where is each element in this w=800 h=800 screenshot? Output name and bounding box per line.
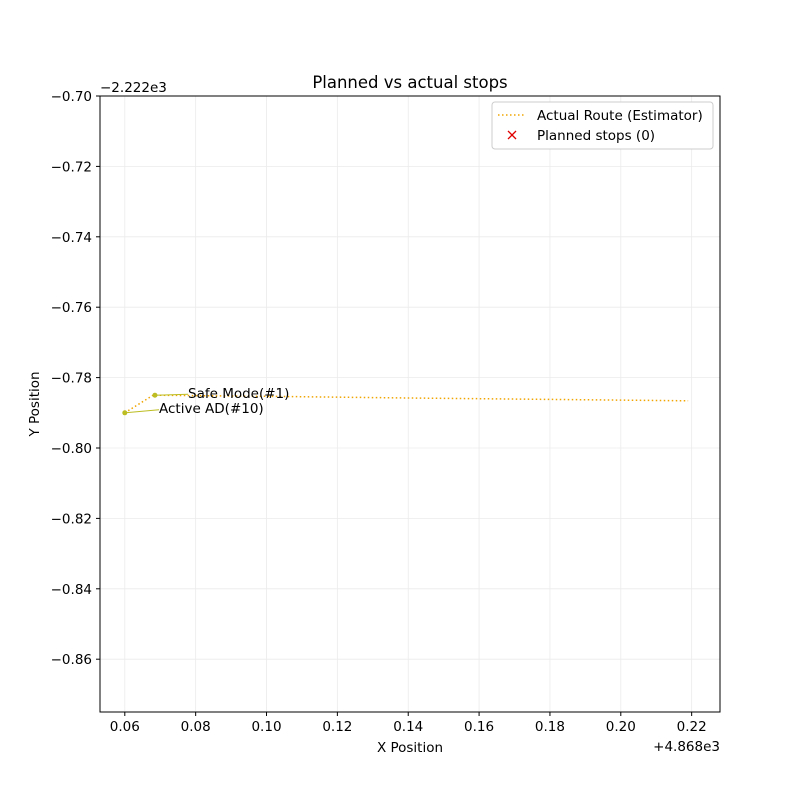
- y-tick-label: −0.80: [51, 441, 92, 457]
- plot-frame: [99, 95, 721, 713]
- legend-stops-label: Planned stops (0): [537, 128, 655, 144]
- y-tick-label: −0.78: [51, 371, 92, 387]
- y-offset-label: −2.222e3: [100, 80, 167, 96]
- annotation-point: [152, 392, 158, 398]
- series-line-actual-route: [124, 394, 689, 414]
- x-tick-label: 0.06: [110, 719, 140, 735]
- y-axis-label: Y Position: [27, 371, 43, 437]
- chart-title: Planned vs actual stops: [312, 73, 507, 92]
- x-tick-label: 0.10: [251, 719, 281, 735]
- legend: Actual Route (Estimator) Planned stops (…: [491, 101, 714, 150]
- x-tick-label: 0.14: [393, 719, 423, 735]
- x-tick-label: 0.18: [535, 719, 565, 735]
- y-tick-label: −0.84: [51, 582, 92, 598]
- y-tick-label: −0.86: [51, 652, 92, 668]
- y-tick-label: −0.70: [51, 89, 92, 105]
- legend-box: [491, 101, 714, 150]
- y-tick-label: −0.82: [51, 511, 92, 527]
- annotation-point: [122, 410, 128, 416]
- annotation-label: Safe Mode(#1): [188, 386, 289, 402]
- annotation-label: Active AD(#10): [159, 401, 264, 417]
- grid-layer: [100, 95, 720, 712]
- series-layer: [124, 394, 689, 414]
- legend-stops-marker: [507, 130, 517, 140]
- x-tick-layer: 0.06 0.08 0.10 0.12 0.14 0.16 0.18 0.20 0.22: [110, 712, 707, 735]
- legend-route-label: Actual Route (Estimator): [537, 108, 703, 124]
- y-tick-label: −0.72: [51, 159, 92, 175]
- annotation-layer: Safe Mode(#1)Active AD(#10): [122, 386, 289, 417]
- x-tick-label: 0.12: [322, 719, 352, 735]
- y-tick-label: −0.76: [51, 300, 92, 316]
- y-tick-label: −0.74: [51, 230, 92, 246]
- x-tick-label: 0.16: [464, 719, 494, 735]
- x-offset-label: +4.868e3: [653, 739, 720, 755]
- x-axis-label: X Position: [377, 740, 443, 756]
- x-tick-label: 0.22: [677, 719, 707, 735]
- x-tick-label: 0.08: [181, 719, 211, 735]
- annotation-connector: [154, 393, 189, 396]
- annotation-connector: [124, 409, 160, 414]
- x-tick-label: 0.20: [606, 719, 636, 735]
- y-tick-layer: −0.70 −0.72 −0.74 −0.76 −0.78 −0.80 −0.82 −0.84…: [51, 89, 100, 668]
